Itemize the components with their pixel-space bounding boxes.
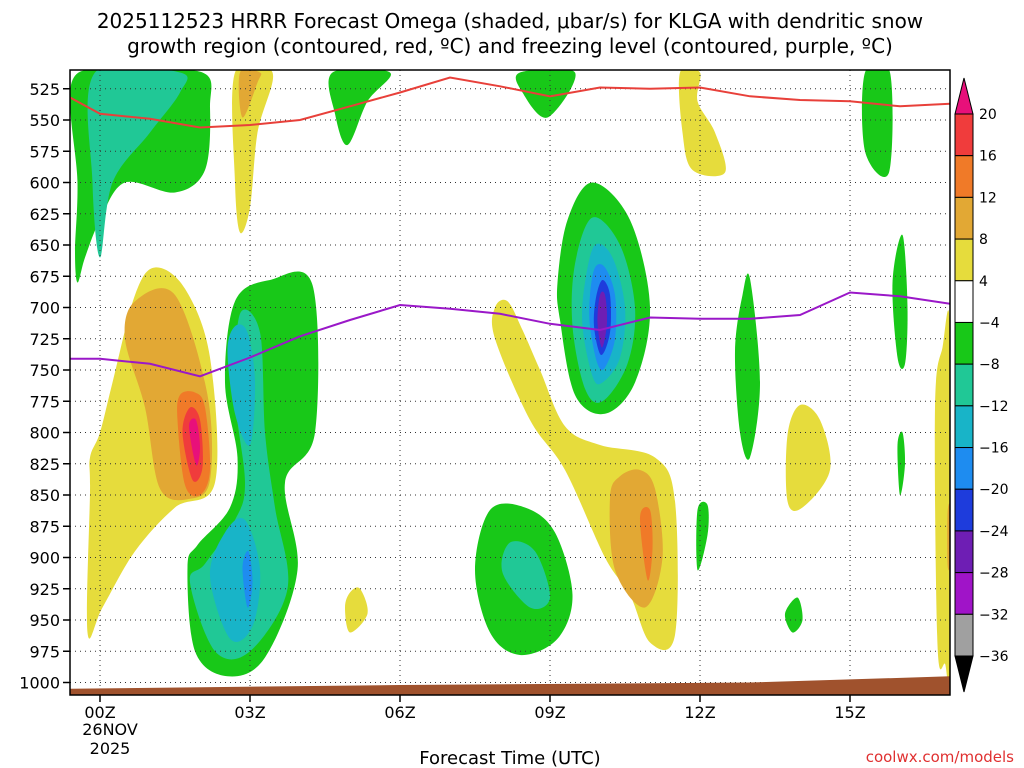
- omega-region-31: [734, 273, 760, 460]
- colorbar-bin-11: [954, 530, 974, 574]
- y-tick-label-550: 550: [29, 111, 60, 130]
- colorbar-bin-13: [954, 613, 974, 657]
- x-date-line-1: 26NOV: [82, 720, 138, 739]
- omega-region-6: [678, 70, 726, 177]
- y-tick-label-900: 900: [29, 549, 60, 568]
- colorbar-bin-3: [954, 196, 974, 240]
- colorbar-label-9: −20: [979, 482, 1009, 498]
- x-axis-label: Forecast Time (UTC): [419, 748, 600, 768]
- colorbar-bin-12: [954, 572, 974, 615]
- credit-text: coolwx.com/models: [866, 748, 1014, 766]
- plot-frame: [69, 69, 951, 696]
- colorbar-bin-10: [954, 488, 974, 532]
- y-tick-label-775: 775: [29, 392, 60, 411]
- colorbar-label-2: 12: [979, 190, 997, 206]
- y-tick-label-700: 700: [29, 299, 60, 318]
- y-tick-label-625: 625: [29, 205, 60, 224]
- omega-region-33: [784, 597, 803, 633]
- x-tick-label-03Z: 03Z: [234, 703, 265, 722]
- colorbar-label-7: −12: [979, 399, 1009, 415]
- y-tick-label-675: 675: [29, 267, 60, 286]
- colorbar-label-12: −32: [979, 607, 1009, 623]
- chart-title-line-2: growth region (contoured, red, ºC) and f…: [127, 34, 893, 58]
- colorbar-bin-14: [954, 655, 974, 693]
- colorbar-label-1: 16: [979, 149, 997, 165]
- omega-region-7: [861, 70, 893, 178]
- colorbar-bin-2: [954, 155, 974, 198]
- x-tick-label-15Z: 15Z: [834, 703, 865, 722]
- colorbar-bin-6: [954, 321, 974, 365]
- omega-region-21: [639, 507, 653, 581]
- y-tick-label-600: 600: [29, 174, 60, 193]
- x-tick-label-09Z: 09Z: [534, 703, 565, 722]
- colorbar-label-4: 4: [979, 274, 988, 290]
- omega-region-15: [227, 324, 256, 446]
- colorbar: 20 16 12 8 4 −4 −8 −12 −16 −20 −24 −28 −32 −36: [954, 77, 1009, 693]
- omega-region-16: [209, 517, 261, 642]
- omega-region-5: [515, 70, 576, 118]
- colorbar-label-8: −16: [979, 441, 1009, 457]
- y-tick-label-725: 725: [29, 330, 60, 349]
- y-tick-label-975: 975: [29, 642, 60, 661]
- colorbar-label-13: −36: [979, 649, 1009, 665]
- colorbar-label-6: −8: [979, 357, 1000, 373]
- colorbar-label-5: −4: [979, 315, 1000, 331]
- colorbar-label-10: −24: [979, 524, 1009, 540]
- omega-region-23: [501, 541, 551, 610]
- chart-title-line-1: 2025112523 HRRR Forecast Omega (shaded, …: [97, 9, 923, 33]
- omega-region-3: [238, 70, 262, 118]
- x-date-line-2: 2025: [90, 739, 131, 758]
- omega-region-30: [696, 501, 709, 571]
- colorbar-label-3: 8: [979, 232, 988, 248]
- dendritic-growth-contour: [70, 76, 950, 129]
- y-tick-label-950: 950: [29, 611, 60, 630]
- x-tick-label-06Z: 06Z: [384, 703, 415, 722]
- y-tick-label-800: 800: [29, 424, 60, 443]
- colorbar-label-11: −28: [979, 566, 1009, 582]
- y-tick-label-575: 575: [29, 142, 60, 161]
- terrain-ground: [70, 676, 950, 695]
- y-tick-label-875: 875: [29, 517, 60, 536]
- freezing-level-contour: [70, 291, 950, 378]
- y-axis: 525 550 575 600 625 650 675 700 725 750 775 800 825 8…: [19, 80, 70, 693]
- omega-region-1: [87, 70, 188, 258]
- colorbar-bin-1: [954, 113, 974, 157]
- colorbar-bin-9: [954, 447, 974, 490]
- omega-region-32: [785, 404, 831, 512]
- x-tick-label-00Z: 00Z: [84, 703, 115, 722]
- x-tick-label-12Z: 12Z: [684, 703, 715, 722]
- y-tick-label-650: 650: [29, 236, 60, 255]
- omega-region-34: [892, 234, 908, 370]
- colorbar-bin-7: [954, 363, 974, 407]
- colorbar-bin-5: [954, 280, 974, 323]
- y-tick-label-1000: 1000: [19, 674, 60, 693]
- omega-region-12: [189, 418, 200, 466]
- y-tick-label-525: 525: [29, 80, 60, 99]
- omega-region-29: [597, 291, 608, 348]
- omega-region-35: [897, 431, 906, 496]
- colorbar-bin-8: [954, 405, 974, 449]
- y-tick-label-825: 825: [29, 455, 60, 474]
- colorbar-bin-4: [954, 238, 974, 282]
- omega-region-18: [345, 587, 368, 633]
- y-tick-label-925: 925: [29, 580, 60, 599]
- x-axis: 00Z 03Z 06Z 09Z 12Z 15Z: [84, 695, 866, 722]
- omega-region-36: [934, 310, 950, 689]
- plot-area: [70, 70, 950, 695]
- y-tick-label-850: 850: [29, 486, 60, 505]
- colorbar-bin-0: [954, 77, 974, 115]
- y-tick-label-750: 750: [29, 361, 60, 380]
- colorbar-label-0: 20: [979, 107, 997, 123]
